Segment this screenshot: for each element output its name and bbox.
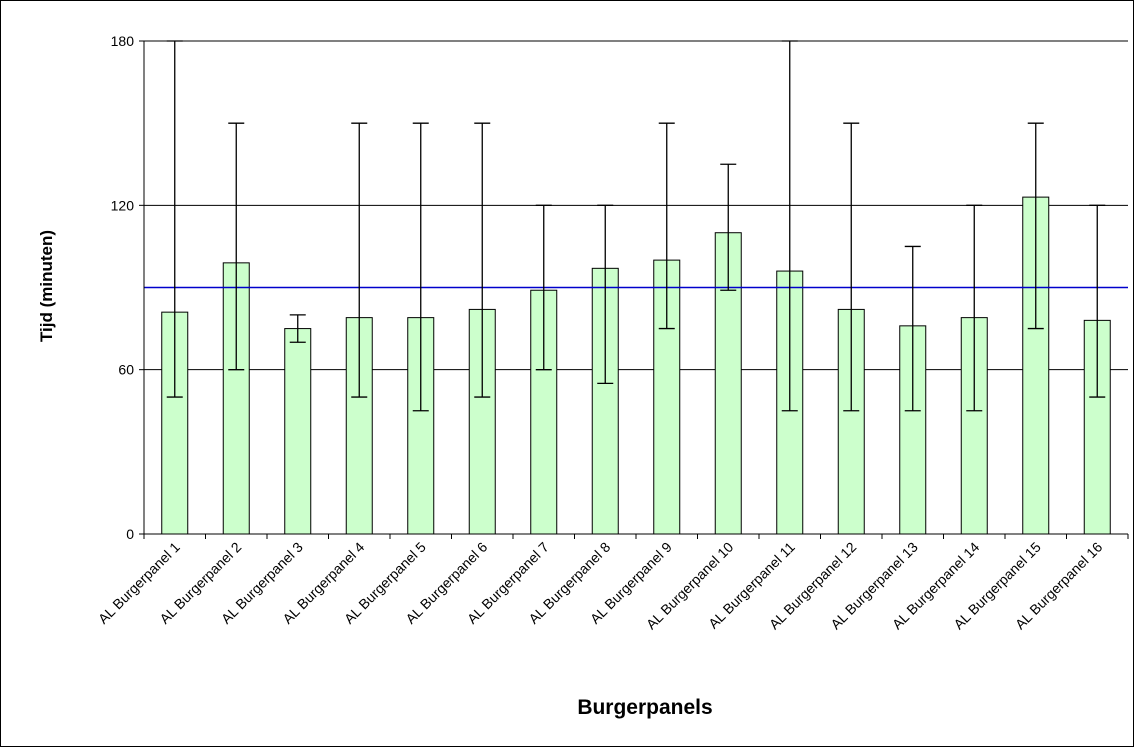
error-bar xyxy=(351,122,368,398)
error-bar xyxy=(597,204,614,385)
error-bar xyxy=(843,122,860,412)
error-bar xyxy=(228,122,245,371)
error-bar xyxy=(658,122,675,330)
error-bar xyxy=(1027,122,1044,330)
bar xyxy=(284,328,312,535)
error-bar xyxy=(720,163,737,291)
error-bar xyxy=(166,40,183,398)
y-axis-ticks: 0 60 120 180 xyxy=(111,33,144,542)
y-tick-label: 0 xyxy=(126,526,134,542)
x-axis-title: Burgerpanels xyxy=(577,696,712,719)
error-bar xyxy=(289,314,306,343)
y-tick-label: 60 xyxy=(118,362,134,378)
error-bar xyxy=(412,122,429,412)
y-tick-label: 180 xyxy=(111,33,135,49)
y-tick-label: 120 xyxy=(111,197,135,213)
error-bar xyxy=(904,245,921,412)
error-bar xyxy=(1089,204,1106,398)
error-bar xyxy=(781,40,798,412)
bars-layer xyxy=(161,196,1111,535)
error-bar xyxy=(966,204,983,412)
error-bar xyxy=(535,204,552,371)
error-bars-layer xyxy=(166,40,1106,412)
error-bar xyxy=(474,122,491,398)
y-axis-title: Tijd (minuten) xyxy=(37,230,56,342)
